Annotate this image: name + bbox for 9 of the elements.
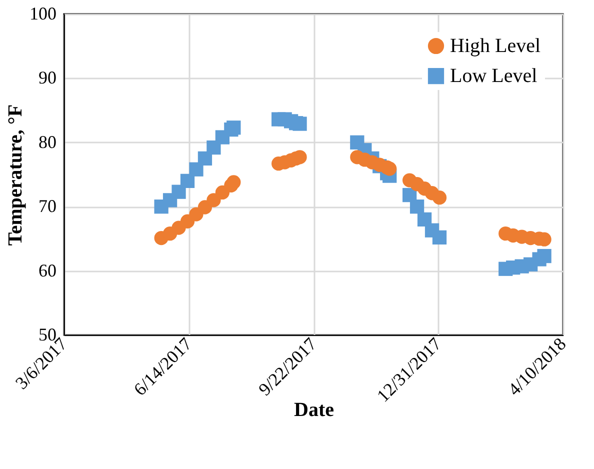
y-tick-label: 70 [38, 196, 56, 216]
y-tick-label: 100 [30, 4, 56, 24]
y-tick-label: 80 [38, 132, 56, 152]
y-axis-title: Temperature, °F [4, 104, 26, 246]
y-tick-label: 90 [38, 68, 56, 88]
legend-label: Low Level [450, 65, 538, 87]
legend-label: High Level [450, 35, 541, 57]
x-axis-title: Date [294, 398, 334, 421]
y-tick-label: 60 [38, 260, 56, 280]
